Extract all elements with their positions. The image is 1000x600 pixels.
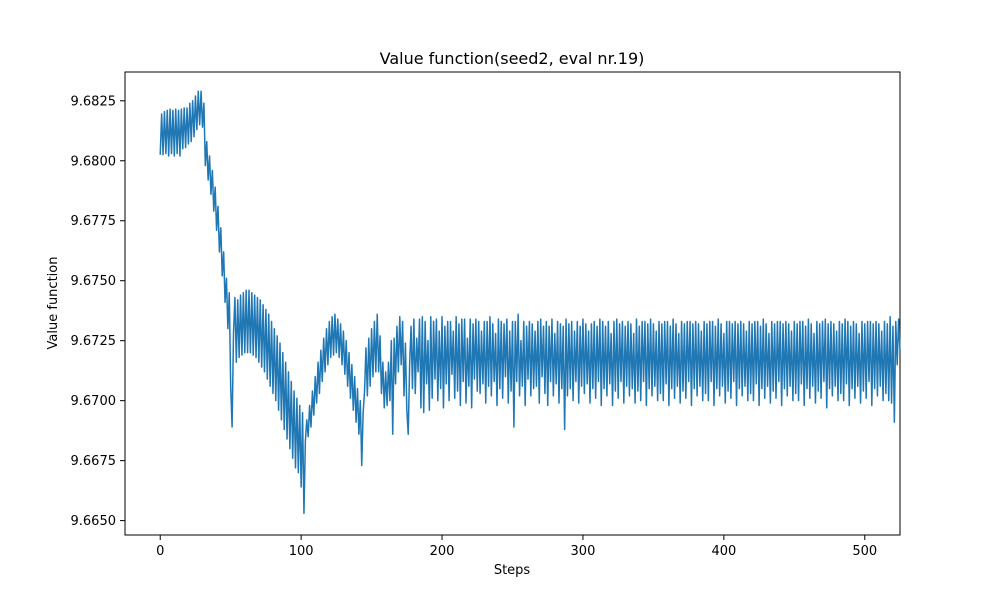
y-tick-label: 9.6675 [71,454,117,469]
y-tick-label: 9.6725 [71,334,117,349]
y-tick-label: 9.6825 [71,94,117,109]
x-axis: 0 100 200 300 400 500 [156,535,877,559]
x-tick-label: 500 [852,544,877,559]
x-tick-label: 0 [156,544,164,559]
x-tick-label: 100 [289,544,314,559]
y-tick-label: 9.6800 [71,154,117,169]
y-tick-label: 9.6650 [71,514,117,529]
x-axis-label: Steps [494,563,531,578]
y-tick-label: 9.6750 [71,274,117,289]
x-tick-label: 400 [711,544,736,559]
y-axis-label: Value function [46,257,61,350]
plot-area-frame [124,71,901,536]
x-tick-label: 300 [571,544,596,559]
y-tick-label: 9.6700 [71,394,117,409]
chart-title: Value function(seed2, eval nr.19) [380,49,645,68]
y-tick-label: 9.6775 [71,214,117,229]
x-tick-label: 200 [430,544,455,559]
series-line [159,90,901,515]
y-axis: 9.6650 9.6675 9.6700 9.6725 9.6750 9.6775 9.68… [71,94,125,529]
